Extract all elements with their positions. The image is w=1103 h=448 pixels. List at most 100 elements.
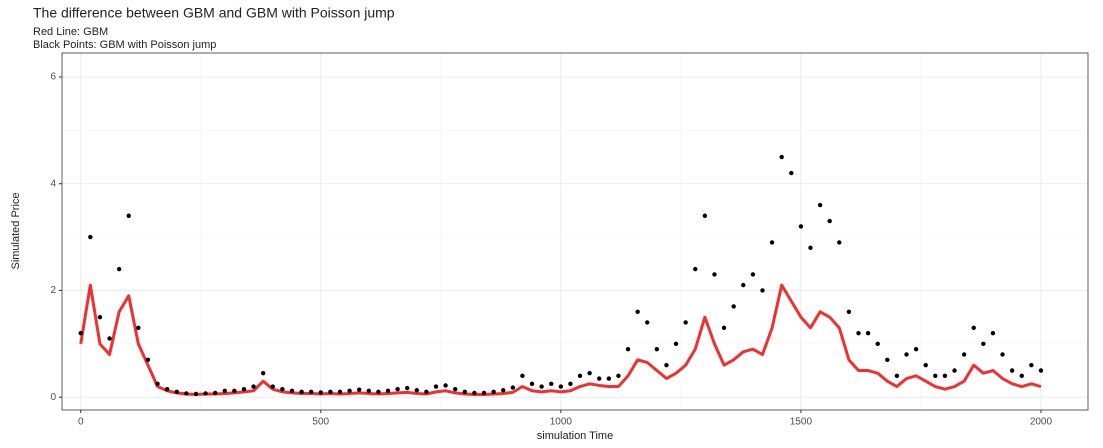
jump-point <box>385 388 391 393</box>
jump-point <box>510 385 516 390</box>
jump-point <box>491 389 496 395</box>
jump-point <box>251 384 256 389</box>
jump-point <box>203 391 208 396</box>
y-tick-label: 0 <box>50 392 56 403</box>
jump-point <box>318 390 323 395</box>
jump-point <box>760 288 765 293</box>
jump-point <box>1029 362 1034 368</box>
x-tick-label: 1500 <box>790 417 813 428</box>
jump-point <box>702 213 708 218</box>
jump-point <box>1038 368 1044 373</box>
panel-border <box>61 52 1089 411</box>
jump-point <box>78 330 83 336</box>
jump-point <box>270 384 275 389</box>
jump-point <box>164 386 170 392</box>
jump-point <box>568 381 573 387</box>
jump-point <box>232 388 237 393</box>
jump-point <box>731 304 736 309</box>
jump-point <box>155 381 160 387</box>
jump-point <box>481 390 487 396</box>
jump-point <box>145 357 151 363</box>
jump-point <box>616 373 621 379</box>
jump-point <box>549 381 554 387</box>
x-tick-label: 2000 <box>1030 417 1053 428</box>
jump-point <box>376 389 381 395</box>
jump-point <box>184 391 189 396</box>
y-tick-label: 2 <box>50 285 56 296</box>
subtitle: Black Points: GBM with Poisson jump <box>33 39 216 51</box>
jump-point <box>212 390 218 396</box>
jump-point <box>779 154 784 160</box>
jump-point <box>990 330 996 336</box>
jump-point <box>577 373 583 379</box>
jump-point <box>366 388 371 393</box>
jump-point <box>865 330 871 336</box>
jump-point <box>789 170 794 176</box>
jump-point <box>846 309 852 315</box>
jump-point <box>904 352 909 357</box>
jump-point <box>817 202 823 208</box>
jump-point <box>529 381 535 387</box>
jump-point <box>539 384 544 389</box>
jump-point <box>501 388 506 393</box>
jump-point <box>712 272 717 277</box>
jump-point <box>97 314 103 320</box>
jump-point <box>136 325 141 331</box>
jump-point <box>837 240 842 245</box>
jump-point <box>414 388 420 393</box>
jump-point <box>654 346 660 352</box>
jump-point <box>1009 368 1015 373</box>
jump-point <box>606 376 612 381</box>
jump-point <box>894 373 900 379</box>
jump-point <box>683 320 688 325</box>
jump-point <box>337 389 343 395</box>
jump-point <box>769 240 775 245</box>
jump-point <box>405 385 410 391</box>
jump-point <box>981 341 986 347</box>
jump-point <box>443 383 448 388</box>
jump-point <box>808 245 813 250</box>
jump-point <box>952 368 957 373</box>
jump-point <box>462 389 468 395</box>
x-axis-label: simulation Time <box>537 430 613 442</box>
jump-point <box>885 357 890 363</box>
x-tick-label: 1000 <box>550 417 573 428</box>
jump-point <box>308 389 314 395</box>
jump-point <box>126 213 131 218</box>
jump-point <box>222 388 227 393</box>
jump-point <box>280 386 285 392</box>
jump-point <box>942 373 948 379</box>
jump-point <box>856 330 861 336</box>
x-tick-label: 0 <box>78 417 84 428</box>
jump-point <box>913 346 919 352</box>
jump-point <box>750 272 756 277</box>
jump-point <box>1019 373 1024 379</box>
jump-point <box>241 386 247 392</box>
y-tick-label: 4 <box>50 178 56 189</box>
jump-point <box>260 370 266 376</box>
jump-point <box>741 282 746 288</box>
chart-title: The difference between GBM and GBM with … <box>33 5 395 21</box>
jump-point <box>664 362 669 368</box>
jump-point <box>88 234 93 240</box>
jump-point <box>328 389 333 395</box>
jump-point <box>453 386 458 392</box>
jump-point <box>472 390 477 396</box>
jump-point <box>587 370 592 376</box>
x-tick-label: 500 <box>312 417 329 428</box>
jump-point <box>971 325 976 331</box>
jump-point <box>520 373 525 379</box>
jump-point <box>1000 352 1005 357</box>
jump-point <box>107 336 112 341</box>
jump-point <box>347 388 352 393</box>
jump-point <box>875 341 880 347</box>
y-tick-label: 6 <box>50 72 56 83</box>
jump-point <box>635 309 640 315</box>
jump-point <box>424 389 429 395</box>
jump-point <box>289 388 295 393</box>
subtitle: Red Line: GBM <box>33 26 108 38</box>
jump-point <box>673 341 679 347</box>
y-axis-label: Simulated Price <box>10 192 22 269</box>
jump-point <box>721 325 727 331</box>
